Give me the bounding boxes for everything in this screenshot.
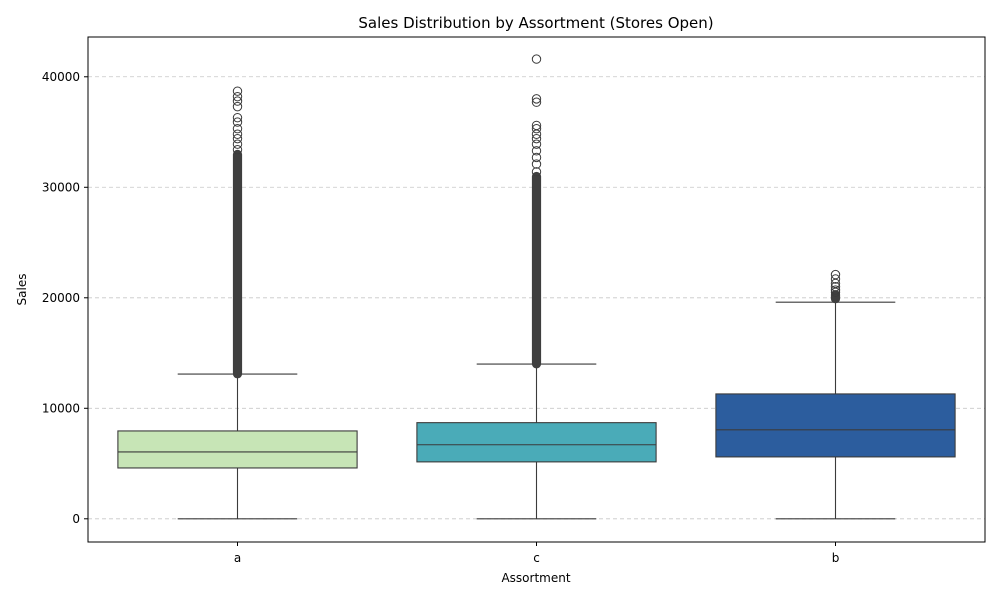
outlier-point xyxy=(232,124,243,134)
outlier-point xyxy=(531,120,542,131)
outlier-band xyxy=(232,149,243,379)
outlier-point xyxy=(232,112,243,123)
outlier-point xyxy=(232,86,243,96)
outlier-point xyxy=(531,146,542,156)
outlier-point xyxy=(232,145,243,155)
y-tick-label: 20000 xyxy=(42,291,80,305)
x-axis-title: Assortment xyxy=(501,571,570,585)
outlier-point xyxy=(531,133,542,144)
y-tick-label: 40000 xyxy=(42,70,80,84)
y-tick-label: 0 xyxy=(72,512,80,526)
outlier-point xyxy=(232,117,243,127)
outlier-point xyxy=(531,97,542,107)
outlier-point xyxy=(531,159,542,169)
box-c xyxy=(416,54,657,520)
outlier-point xyxy=(830,285,841,295)
outlier-point xyxy=(830,274,841,284)
outlier-point xyxy=(531,94,542,104)
x-tick-label: a xyxy=(234,551,241,565)
outlier-point xyxy=(232,133,243,144)
outlier-point xyxy=(531,167,542,177)
outlier-point xyxy=(232,129,243,139)
x-tick-label: b xyxy=(832,551,840,565)
y-axis-title: Sales xyxy=(15,274,29,306)
outlier-point xyxy=(531,152,542,163)
iqr-box xyxy=(416,422,657,463)
y-tick-label: 10000 xyxy=(42,401,80,415)
outlier-band xyxy=(531,171,542,369)
iqr-box xyxy=(715,393,956,458)
outlier-point xyxy=(830,282,841,292)
x-tick-label: c xyxy=(533,551,540,565)
outlier-point xyxy=(232,96,243,106)
outlier-point xyxy=(531,54,542,64)
box-series xyxy=(117,54,956,520)
outlier-point xyxy=(232,139,243,149)
outlier-point xyxy=(232,91,243,102)
outlier-point xyxy=(830,269,841,280)
y-tick-label: 30000 xyxy=(42,180,80,194)
box-b xyxy=(715,269,956,520)
outlier-point xyxy=(232,101,243,112)
outlier-point xyxy=(531,139,542,149)
outlier-point xyxy=(531,124,542,134)
chart-title: Sales Distribution by Assortment (Stores… xyxy=(358,14,713,32)
iqr-box xyxy=(117,430,358,469)
box-a xyxy=(117,86,358,520)
y-axis-ticks: 0 10000 20000 30000 40000 xyxy=(42,70,88,526)
